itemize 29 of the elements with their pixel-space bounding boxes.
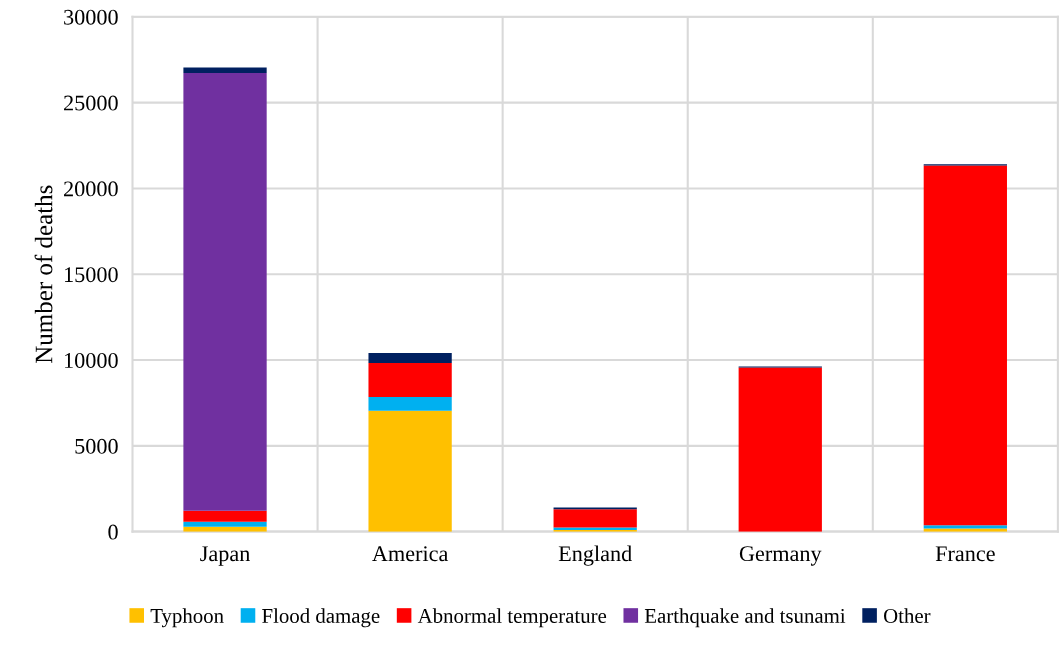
x-tick-label: France [935, 546, 995, 562]
x-tick-label: America [372, 546, 449, 562]
y-tick-label: 20000 [64, 181, 118, 197]
bar [183, 521, 267, 527]
legend-label: Abnormal temperature [417, 608, 607, 628]
y-tick-label: 0 [108, 524, 118, 540]
bar [738, 367, 822, 532]
y-tick-label: 10000 [65, 352, 118, 368]
legend-label: Earthquake and tsunami [644, 608, 846, 628]
y-axis-title: Number of deaths [34, 185, 53, 364]
legend-label: Typhoon [150, 608, 224, 628]
bar [183, 510, 267, 522]
y-tick-label: 25000 [64, 95, 118, 111]
y-tick-label: 5000 [75, 438, 118, 454]
bar [368, 362, 452, 397]
bar [368, 410, 452, 532]
y-tick-label: 30000 [64, 9, 118, 25]
x-tick-label: England [558, 545, 632, 566]
y-tick-label: 15000 [65, 267, 118, 283]
legend-label: Other [883, 608, 931, 623]
x-tick-label: Japan [200, 546, 250, 566]
bar [183, 72, 267, 511]
bar [368, 353, 452, 363]
legend-label: Flood damage [262, 608, 380, 628]
bar [368, 396, 452, 411]
bar [183, 67, 267, 73]
x-tick-label: Germany [739, 546, 822, 566]
bar [553, 509, 637, 528]
bar [923, 165, 1007, 526]
